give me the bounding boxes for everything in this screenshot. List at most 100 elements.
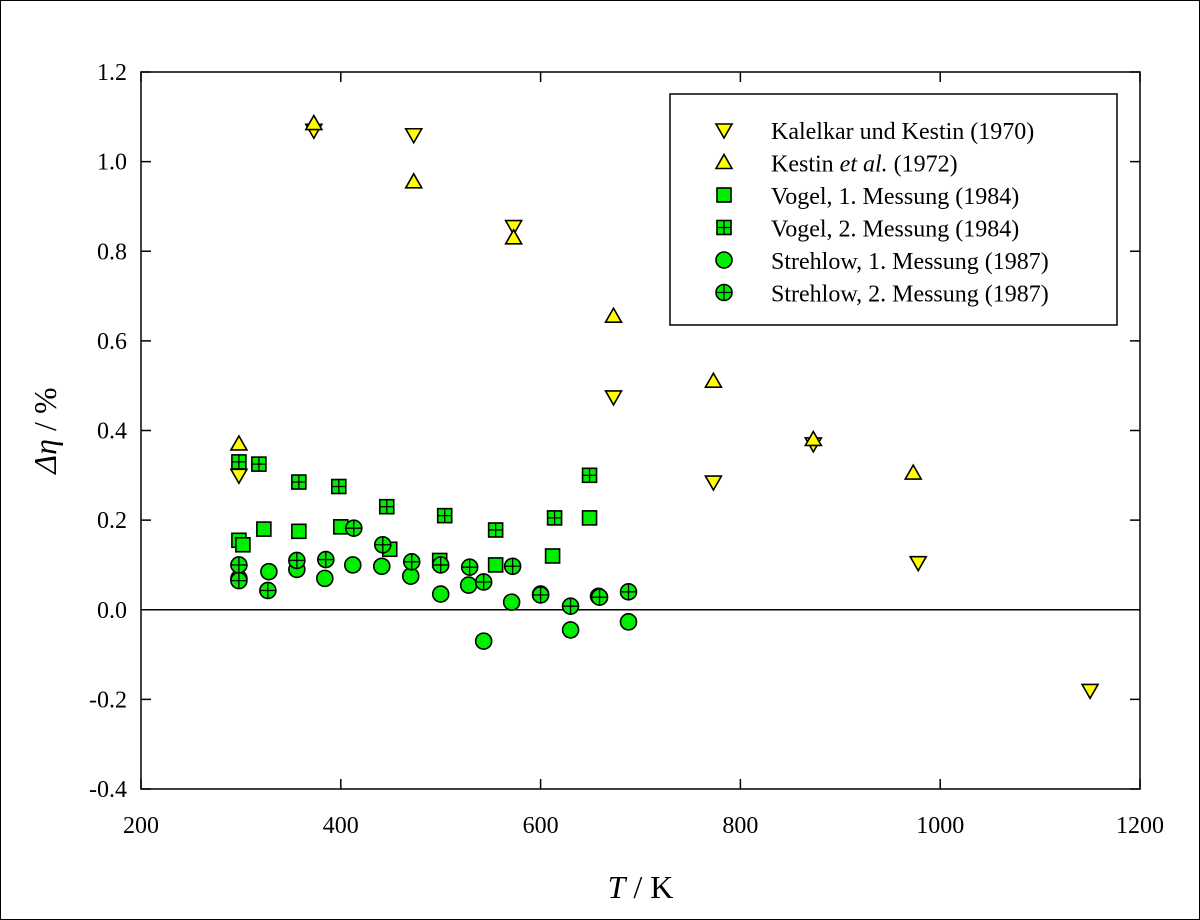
legend-label: Kalelkar und Kestin (1970) bbox=[771, 119, 1034, 145]
data-point bbox=[317, 550, 335, 569]
y-tick-label: 0.8 bbox=[97, 239, 127, 265]
legend-label-part: Vogel, 1. Messung (1984) bbox=[771, 184, 1019, 210]
data-point bbox=[230, 571, 248, 590]
data-point bbox=[404, 127, 424, 145]
series-5 bbox=[230, 556, 638, 650]
legend-marker bbox=[716, 187, 732, 203]
legend-label-part: Strehlow, 2. Messung (1987) bbox=[771, 282, 1049, 308]
data-point bbox=[503, 557, 522, 576]
legend-box bbox=[669, 93, 1118, 326]
legend-marker bbox=[716, 219, 732, 236]
legend-item: Kalelkar und Kestin (1970) bbox=[714, 119, 1034, 145]
data-point bbox=[803, 429, 823, 447]
x-tick-label: 1000 bbox=[916, 813, 964, 839]
data-point bbox=[561, 621, 580, 639]
x-tick-label: 600 bbox=[523, 813, 559, 839]
data-point bbox=[619, 583, 638, 601]
data-point bbox=[544, 548, 561, 564]
data-point bbox=[402, 553, 421, 571]
data-point bbox=[260, 562, 278, 581]
data-point bbox=[704, 475, 723, 492]
data-point bbox=[316, 569, 334, 588]
data-point bbox=[474, 573, 493, 591]
legend-label: Strehlow, 1. Messung (1987) bbox=[771, 249, 1049, 275]
data-point bbox=[431, 585, 450, 603]
data-point bbox=[531, 586, 550, 604]
series-layer bbox=[229, 113, 1100, 701]
legend-label-part: et al. bbox=[840, 152, 888, 178]
legend-label: Vogel, 1. Messung (1984) bbox=[771, 184, 1019, 210]
legend-item: Strehlow, 1. Messung (1987) bbox=[715, 249, 1049, 275]
data-point bbox=[436, 507, 453, 524]
legend-item: Vogel, 2. Messung (1984) bbox=[716, 217, 1019, 243]
y-tick-label: 1.0 bbox=[97, 150, 127, 176]
data-point bbox=[604, 306, 623, 324]
data-point bbox=[504, 228, 524, 245]
y-tick-label: 0.6 bbox=[97, 329, 127, 355]
legend-item: Strehlow, 2. Messung (1987) bbox=[715, 282, 1049, 308]
x-axis-symbol: T bbox=[608, 869, 628, 905]
data-point bbox=[1080, 683, 1100, 701]
legend-label-part: Vogel, 2. Messung (1984) bbox=[771, 217, 1019, 243]
data-point bbox=[546, 510, 563, 526]
legend: Kalelkar und Kestin (1970) Kestin et al. … bbox=[669, 93, 1118, 326]
data-point bbox=[604, 390, 623, 407]
data-point bbox=[619, 613, 638, 631]
x-tick-label: 1200 bbox=[1116, 813, 1164, 839]
data-point bbox=[431, 556, 450, 574]
y-axis-symbol: Δη bbox=[27, 439, 63, 476]
x-axis-title: T / K bbox=[608, 869, 674, 905]
y-tick-label: -0.2 bbox=[89, 687, 127, 713]
series-4 bbox=[231, 454, 598, 538]
data-point bbox=[459, 576, 478, 594]
data-point bbox=[590, 588, 609, 607]
legend-label-part: (1972) bbox=[888, 152, 958, 178]
x-tick-label: 400 bbox=[323, 813, 359, 839]
data-point bbox=[288, 551, 306, 570]
x-axis-unit: / K bbox=[625, 869, 673, 905]
data-point bbox=[291, 523, 307, 540]
data-point bbox=[561, 597, 580, 615]
data-point bbox=[343, 556, 362, 574]
y-axis-title: Δη / % bbox=[27, 387, 63, 475]
legend-marker bbox=[715, 283, 733, 302]
series-6 bbox=[230, 519, 638, 615]
data-point bbox=[251, 456, 267, 472]
legend-label-part: Kalelkar und Kestin (1970) bbox=[771, 119, 1034, 145]
data-point bbox=[230, 556, 248, 574]
data-point bbox=[259, 581, 277, 600]
y-tick-label: -0.4 bbox=[89, 777, 127, 803]
data-point bbox=[344, 519, 363, 537]
data-point bbox=[373, 535, 392, 554]
data-point bbox=[231, 454, 247, 470]
y-tick-label: 0.4 bbox=[97, 419, 127, 445]
data-point bbox=[704, 371, 723, 389]
x-tick-label: 200 bbox=[123, 813, 159, 839]
x-tick-label: 800 bbox=[722, 813, 758, 839]
data-point bbox=[404, 172, 424, 189]
series-2 bbox=[229, 113, 923, 480]
data-point bbox=[487, 522, 504, 538]
legend-item: Vogel, 1. Messung (1984) bbox=[716, 184, 1019, 210]
data-point bbox=[903, 463, 923, 480]
legend-label: Strehlow, 2. Messung (1987) bbox=[771, 282, 1049, 308]
data-point bbox=[502, 593, 521, 611]
data-point bbox=[460, 558, 479, 576]
y-tick-label: 0.0 bbox=[97, 598, 127, 624]
data-point bbox=[229, 468, 249, 485]
data-point bbox=[581, 510, 598, 526]
data-point bbox=[229, 434, 249, 451]
legend-marker bbox=[714, 152, 734, 170]
y-axis-unit: / % bbox=[27, 387, 63, 439]
data-point bbox=[304, 113, 324, 131]
data-point bbox=[908, 555, 928, 573]
data-point bbox=[487, 557, 504, 573]
legend-label: Vogel, 2. Messung (1984) bbox=[771, 217, 1019, 243]
data-point bbox=[372, 557, 391, 576]
legend-label: Kestin et al. (1972) bbox=[771, 152, 958, 178]
y-tick-label: 1.2 bbox=[97, 60, 127, 86]
legend-label-part: Strehlow, 1. Messung (1987) bbox=[771, 249, 1049, 275]
y-tick-label: 0.2 bbox=[97, 508, 127, 534]
data-point bbox=[474, 632, 493, 650]
